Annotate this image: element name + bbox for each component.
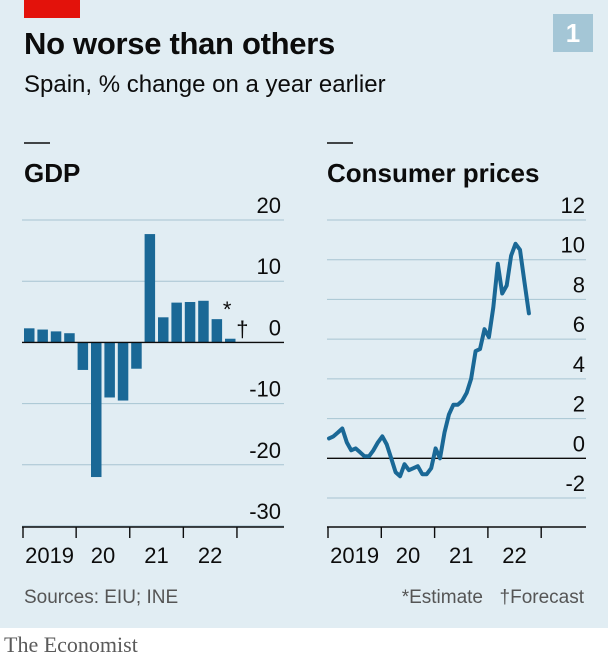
- cpi-x-tick-label: 21: [449, 543, 473, 568]
- gdp-x-tick-label: 22: [198, 543, 222, 568]
- page-footer: The Economist: [0, 628, 608, 662]
- gdp-bar: [117, 342, 129, 401]
- cpi-y-tick-label: 8: [573, 272, 585, 297]
- cpi-series-line: [327, 241, 531, 479]
- gdp-y-tick-label: -20: [249, 438, 281, 463]
- gdp-x-tick-label: 20: [91, 543, 115, 568]
- gdp-bar: [158, 317, 169, 343]
- gdp-bar: [131, 342, 142, 369]
- chart-number-badge: 1: [553, 14, 593, 52]
- cpi-x-tick-label: 20: [396, 543, 420, 568]
- gdp-bar: [211, 319, 223, 343]
- cpi-y-tick-label: 10: [561, 233, 585, 258]
- cpi-y-tick-label: 12: [561, 193, 585, 218]
- gdp-bar-mark: †: [236, 317, 248, 342]
- gdp-bar: [77, 342, 89, 370]
- brand-wordmark: The Economist: [4, 632, 138, 657]
- gdp-panel: GDP 20 10 0 -10 -20 -30 *† 2019 20 21 22: [22, 142, 284, 568]
- gdp-bar-mark: *: [223, 297, 232, 322]
- cpi-y-tick-label: 4: [573, 352, 585, 377]
- brand-red-tag: [24, 0, 80, 18]
- gdp-bar: [198, 300, 209, 343]
- gdp-bar: [64, 333, 75, 343]
- cpi-y-tick-label: 2: [573, 392, 585, 417]
- cpi-y-tick-label: 0: [573, 431, 585, 456]
- gdp-y-tick-label: 0: [269, 315, 281, 340]
- gdp-bar: [184, 302, 196, 343]
- gdp-y-tick-label: 20: [257, 193, 281, 218]
- gdp-y-tick-label: -10: [249, 377, 281, 402]
- gdp-bar: [24, 328, 35, 343]
- sources-note: Sources: EIU; INE: [24, 587, 178, 608]
- gdp-bar: [171, 302, 182, 343]
- cpi-y-tick-label: 6: [573, 312, 585, 337]
- chart-card: No worse than others Spain, % change on …: [0, 0, 608, 628]
- chart-title: No worse than others: [24, 26, 335, 61]
- gdp-panel-title: GDP: [24, 158, 80, 188]
- cpi-y-tick-label: -2: [565, 471, 585, 496]
- cpi-x-tick-label: 2019: [330, 543, 379, 568]
- cpi-panel-title: Consumer prices: [327, 158, 539, 188]
- gdp-y-tick-label: -30: [249, 499, 281, 524]
- gdp-y-tick-label: 10: [257, 254, 281, 279]
- gdp-bar: [37, 329, 48, 343]
- cpi-x-tick-label: 22: [502, 543, 526, 568]
- gdp-bar: [91, 342, 102, 478]
- gdp-bar: [144, 234, 156, 343]
- gdp-bar: [50, 331, 62, 343]
- gdp-x-tick-label: 21: [144, 543, 168, 568]
- chart-subtitle: Spain, % change on a year earlier: [24, 71, 386, 98]
- forecast-note: †Forecast: [500, 587, 585, 608]
- gdp-x-tick-label: 2019: [25, 543, 74, 568]
- gdp-bar: [225, 338, 236, 343]
- estimate-note: *Estimate: [402, 587, 483, 608]
- gdp-bar: [104, 342, 115, 398]
